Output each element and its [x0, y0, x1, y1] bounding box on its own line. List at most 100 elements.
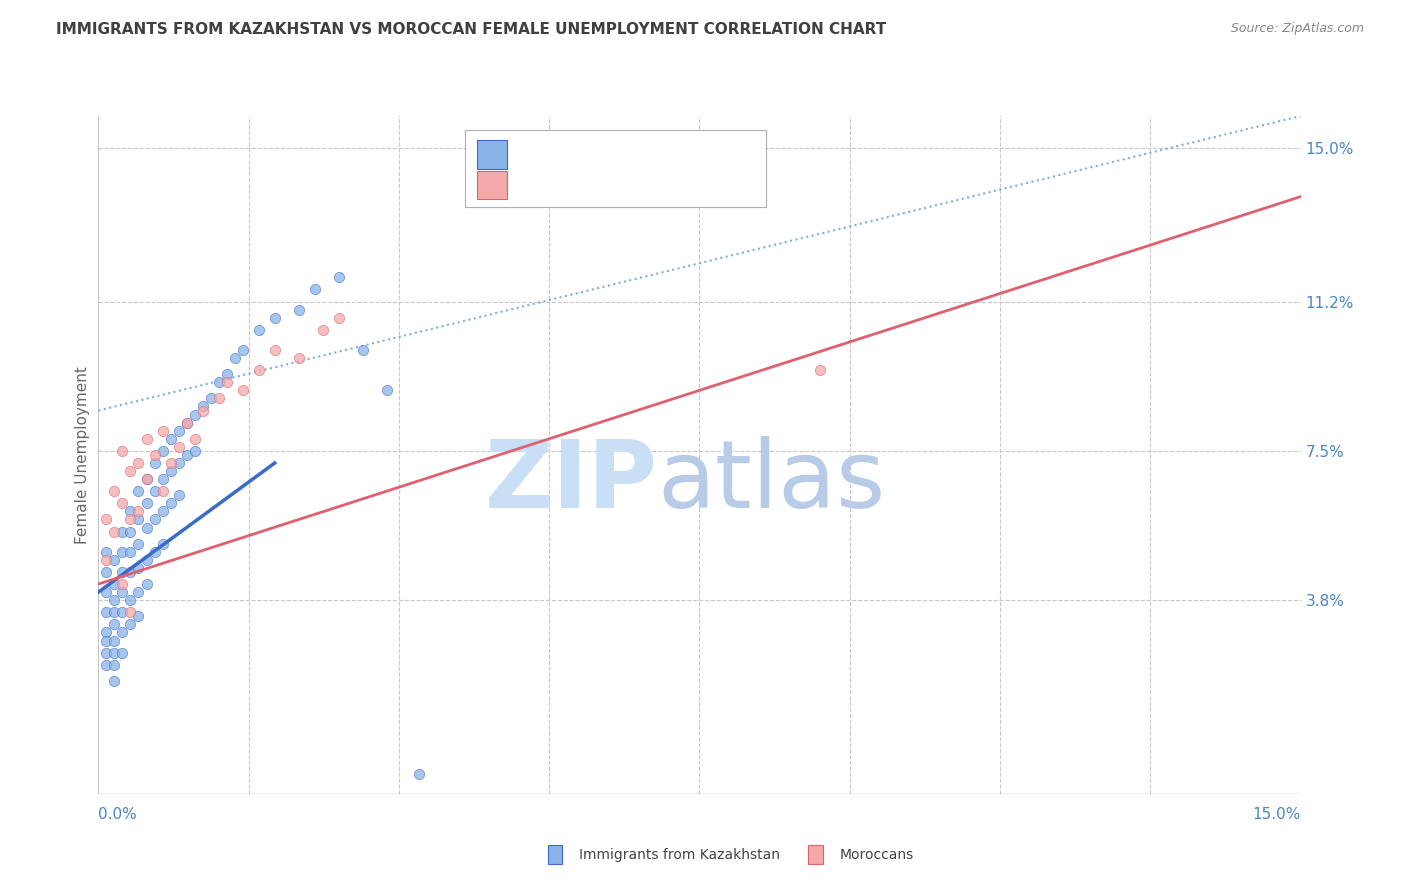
- Point: [183, 408, 205, 422]
- Point: [152, 472, 174, 486]
- Point: [167, 440, 190, 454]
- Point: [120, 512, 142, 526]
- Point: [143, 484, 166, 499]
- Point: [111, 625, 134, 640]
- Text: N = 73: N = 73: [658, 146, 713, 161]
- Point: [111, 605, 134, 619]
- Point: [111, 443, 134, 458]
- FancyBboxPatch shape: [477, 140, 508, 169]
- Point: [135, 472, 157, 486]
- Text: R = 0.267: R = 0.267: [522, 146, 595, 161]
- Point: [128, 585, 150, 599]
- Point: [224, 351, 246, 365]
- Point: [128, 537, 150, 551]
- Point: [215, 368, 238, 382]
- Point: [191, 400, 214, 414]
- Point: [143, 545, 166, 559]
- Point: [263, 310, 285, 325]
- Point: [111, 545, 134, 559]
- Point: [312, 323, 335, 337]
- Point: [128, 504, 150, 518]
- Point: [152, 484, 174, 499]
- Point: [96, 625, 118, 640]
- Point: [120, 565, 142, 579]
- Point: [103, 673, 125, 688]
- Point: [247, 323, 270, 337]
- Point: [111, 524, 134, 539]
- Point: [215, 376, 238, 390]
- Point: [96, 657, 118, 672]
- Point: [135, 472, 157, 486]
- Point: [135, 496, 157, 510]
- Point: [103, 646, 125, 660]
- Point: [120, 464, 142, 478]
- Point: [96, 553, 118, 567]
- Point: [96, 565, 118, 579]
- Point: [167, 488, 190, 502]
- Point: [288, 302, 311, 317]
- Point: [111, 585, 134, 599]
- Point: [183, 443, 205, 458]
- Point: [103, 553, 125, 567]
- Point: [120, 593, 142, 607]
- Text: N = 31: N = 31: [658, 178, 713, 193]
- Text: atlas: atlas: [658, 436, 886, 528]
- Text: R = 0.419: R = 0.419: [522, 178, 595, 193]
- Point: [103, 657, 125, 672]
- Point: [96, 512, 118, 526]
- Point: [135, 432, 157, 446]
- Text: 0.0%: 0.0%: [98, 807, 138, 822]
- Point: [128, 484, 150, 499]
- Point: [120, 524, 142, 539]
- Point: [328, 310, 350, 325]
- Point: [152, 537, 174, 551]
- Point: [167, 424, 190, 438]
- Text: IMMIGRANTS FROM KAZAKHSTAN VS MOROCCAN FEMALE UNEMPLOYMENT CORRELATION CHART: IMMIGRANTS FROM KAZAKHSTAN VS MOROCCAN F…: [56, 22, 887, 37]
- Point: [183, 432, 205, 446]
- Point: [232, 343, 254, 357]
- Point: [143, 512, 166, 526]
- Point: [159, 456, 181, 470]
- Point: [176, 448, 198, 462]
- Point: [128, 512, 150, 526]
- Y-axis label: Female Unemployment: Female Unemployment: [75, 366, 90, 544]
- Point: [143, 456, 166, 470]
- Point: [120, 617, 142, 632]
- Point: [128, 609, 150, 624]
- Point: [159, 464, 181, 478]
- Point: [96, 646, 118, 660]
- Point: [352, 343, 374, 357]
- Point: [263, 343, 285, 357]
- Point: [152, 424, 174, 438]
- Point: [208, 392, 231, 406]
- Point: [408, 766, 430, 780]
- Point: [103, 484, 125, 499]
- Point: [159, 432, 181, 446]
- Point: [111, 496, 134, 510]
- Point: [143, 448, 166, 462]
- Point: [120, 545, 142, 559]
- Point: [208, 376, 231, 390]
- Point: [808, 363, 831, 377]
- Point: [288, 351, 311, 365]
- Point: [375, 384, 398, 398]
- FancyBboxPatch shape: [477, 171, 508, 199]
- Point: [176, 416, 198, 430]
- Point: [191, 403, 214, 417]
- Point: [159, 496, 181, 510]
- Point: [135, 520, 157, 534]
- Point: [103, 524, 125, 539]
- Point: [103, 593, 125, 607]
- Text: Source: ZipAtlas.com: Source: ZipAtlas.com: [1230, 22, 1364, 36]
- Point: [247, 363, 270, 377]
- Point: [103, 633, 125, 648]
- Text: Moroccans: Moroccans: [839, 847, 914, 862]
- Point: [176, 416, 198, 430]
- Point: [96, 545, 118, 559]
- Point: [128, 561, 150, 575]
- Point: [152, 504, 174, 518]
- Point: [135, 577, 157, 591]
- Point: [120, 504, 142, 518]
- Point: [111, 565, 134, 579]
- Point: [200, 392, 222, 406]
